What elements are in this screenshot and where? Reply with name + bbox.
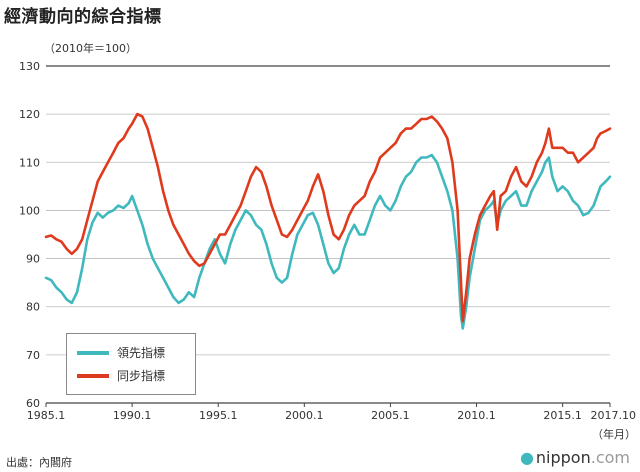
y-tick-label: 70 [26,349,40,362]
x-tick-labels: 1985.1 1990.1 1995.1 2000.1 2005.1 2010.1 2015… [27,409,636,422]
legend-swatch-leading [77,350,109,355]
legend-label-coincident: 同步指標 [117,369,166,383]
x-tick-label: 2000.1 [285,409,324,422]
x-tick-label: 2015.1 [543,409,582,422]
y-tick-label: 80 [26,301,40,314]
brand-name: nippon [535,448,591,467]
brand-suffix: .com [590,448,630,467]
x-tick-label: 2017.10 [591,409,637,422]
chart-title: 經濟動向的綜合指標 [4,7,162,27]
source-note: 出處：內閣府 [6,456,72,469]
y-tick-label: 60 [26,397,40,410]
brand-logo[interactable]: ● nippon .com [520,448,630,467]
y-tick-label: 110 [19,156,40,169]
x-axis-unit-label: （年月） [592,427,636,441]
series-line-coincident [44,112,612,323]
y-tick-labels: 60 70 80 90 100 110 120 130 [19,60,40,410]
x-tick-label: 1990.1 [113,409,152,422]
legend-item-leading: 領先指標 [77,344,165,361]
x-tick-label: 1995.1 [199,409,238,422]
x-tick-label: 1985.1 [27,409,66,422]
y-tick-label: 130 [19,60,40,73]
y-tick-label: 100 [19,204,40,217]
x-tick-label: 2005.1 [371,409,410,422]
legend-label-leading: 領先指標 [117,346,166,360]
y-tick-label: 90 [26,253,40,266]
y-tick-label: 120 [19,108,40,121]
legend-swatch-coincident [77,373,109,378]
legend: 領先指標 同步指標 [66,333,196,395]
brand-dot-icon: ● [519,448,534,467]
x-tick-label: 2010.1 [457,409,496,422]
legend-item-coincident: 同步指標 [77,367,165,384]
series-lines [44,112,612,330]
y-axis-unit-label: （2010年＝100） [44,42,137,55]
series-line-leading [44,153,612,330]
